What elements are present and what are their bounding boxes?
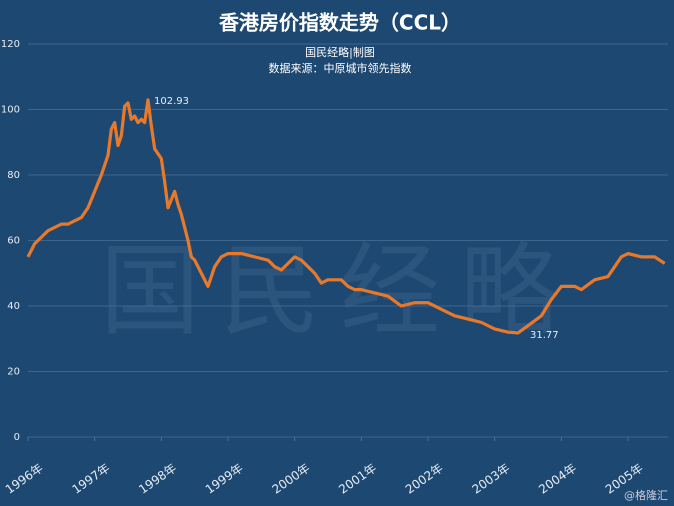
watermark: 国民经略	[100, 233, 580, 350]
y-tick-label: 40	[7, 301, 20, 312]
annotation: 102.93	[154, 96, 189, 107]
y-tick-label: 80	[7, 170, 20, 181]
annotation: 31.77	[530, 330, 559, 341]
chart-title: 香港房价指数走势（CCL）	[219, 11, 461, 35]
series-line	[26, 98, 666, 335]
subtitle: 数据来源：中原城市领先指数	[269, 61, 412, 75]
y-tick-label: 0	[14, 432, 20, 443]
y-tick-label: 60	[7, 236, 20, 247]
y-tick-label: 100	[1, 105, 20, 116]
subtitle: 国民经略|制图	[305, 45, 375, 59]
source-mark: @格隆汇	[624, 488, 668, 502]
y-tick-label: 120	[1, 39, 20, 50]
y-tick-label: 20	[7, 367, 20, 378]
